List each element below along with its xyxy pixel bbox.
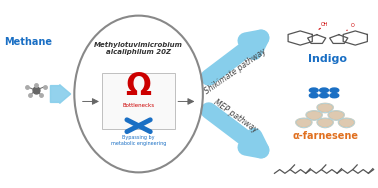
Polygon shape	[328, 111, 344, 120]
Polygon shape	[296, 118, 312, 128]
Bar	[102, 74, 175, 130]
Circle shape	[330, 88, 339, 92]
Circle shape	[309, 88, 318, 92]
Polygon shape	[338, 118, 355, 128]
Polygon shape	[306, 111, 322, 120]
Text: OH: OH	[321, 22, 328, 27]
Polygon shape	[317, 118, 333, 128]
Circle shape	[330, 93, 339, 98]
Text: Methane: Methane	[5, 37, 53, 47]
Text: Bypassing by
metabolic engineering: Bypassing by metabolic engineering	[111, 135, 166, 146]
Polygon shape	[317, 103, 333, 113]
Text: Indigo: Indigo	[308, 54, 347, 64]
Text: Shikimate pathway: Shikimate pathway	[203, 47, 268, 96]
FancyArrow shape	[50, 85, 71, 103]
Text: MEP pathway: MEP pathway	[212, 98, 259, 135]
Circle shape	[320, 93, 328, 98]
Text: Methylotuvimicrobium
alcaliphilum 20Z: Methylotuvimicrobium alcaliphilum 20Z	[94, 42, 183, 55]
Circle shape	[320, 88, 328, 92]
Text: Ω: Ω	[125, 72, 152, 101]
Text: O: O	[351, 23, 355, 28]
Text: α-farnesene: α-farnesene	[292, 131, 358, 141]
Text: Bottlenecks: Bottlenecks	[122, 103, 155, 108]
Circle shape	[309, 93, 318, 98]
